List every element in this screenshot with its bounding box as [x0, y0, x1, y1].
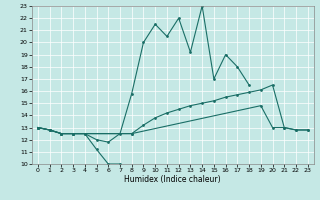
X-axis label: Humidex (Indice chaleur): Humidex (Indice chaleur): [124, 175, 221, 184]
